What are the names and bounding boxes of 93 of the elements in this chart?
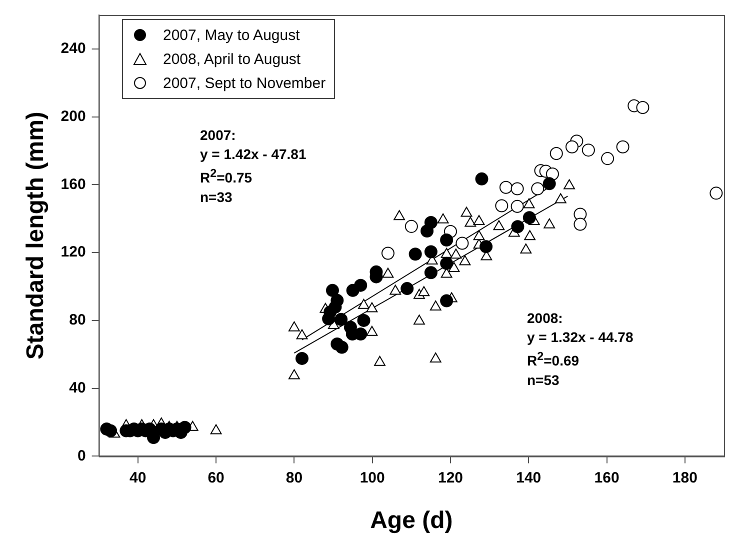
point — [450, 248, 462, 259]
x-tick-label: 100 — [360, 469, 385, 486]
point — [546, 168, 559, 180]
point — [523, 198, 535, 208]
point — [511, 220, 524, 234]
point — [448, 262, 460, 272]
point — [440, 256, 454, 270]
point — [382, 268, 394, 278]
point — [473, 215, 485, 226]
point — [566, 140, 579, 154]
point — [414, 314, 425, 325]
point — [210, 424, 222, 434]
point — [520, 244, 532, 254]
point — [510, 200, 524, 213]
point — [400, 282, 414, 296]
y-tick-label: 160 — [60, 176, 86, 193]
point — [324, 305, 337, 318]
point — [574, 218, 587, 231]
point — [542, 177, 556, 190]
point — [710, 186, 723, 200]
point — [440, 294, 454, 308]
point — [430, 352, 442, 362]
point — [550, 146, 563, 160]
x-axis-title: Age (d) — [370, 507, 453, 534]
point — [374, 356, 386, 366]
point — [493, 220, 505, 230]
point — [601, 152, 614, 166]
point — [522, 211, 536, 224]
point — [582, 144, 595, 157]
legend-label: 2008, April to August — [163, 50, 301, 68]
y-axis-title: Standard length (mm) — [22, 112, 50, 360]
x-tick-label: 40 — [130, 469, 146, 486]
y-tick-label: 200 — [60, 108, 86, 125]
point — [366, 302, 378, 312]
point — [357, 314, 370, 327]
point — [381, 246, 394, 260]
point — [334, 312, 348, 326]
x-tick-label: 80 — [286, 469, 303, 486]
point — [394, 210, 405, 220]
x-tick-label: 60 — [208, 469, 224, 486]
x-tick-label: 160 — [594, 469, 620, 486]
point — [524, 230, 536, 240]
y-tick-label: 240 — [60, 40, 86, 58]
x-tick-label: 140 — [516, 469, 542, 486]
y-tick-label: 120 — [60, 244, 86, 261]
point — [554, 193, 566, 204]
point — [636, 100, 650, 114]
point — [326, 284, 339, 297]
point — [544, 218, 556, 228]
point — [296, 352, 309, 365]
point — [475, 172, 488, 186]
point — [424, 245, 438, 258]
point — [390, 284, 402, 295]
point — [510, 182, 524, 196]
point — [366, 326, 378, 336]
point — [296, 329, 308, 340]
point — [440, 248, 452, 258]
y-tick-label: 80 — [69, 312, 86, 329]
legend-label: 2007, Sept to November — [163, 74, 326, 92]
point — [420, 224, 434, 238]
point — [178, 420, 192, 434]
point — [531, 182, 544, 196]
point — [440, 234, 454, 247]
point — [480, 240, 493, 254]
point — [495, 199, 508, 212]
y-tick-label: 40 — [69, 379, 86, 396]
point — [437, 213, 449, 224]
point — [430, 300, 442, 311]
point — [147, 431, 160, 444]
point — [464, 216, 476, 227]
point — [288, 369, 300, 380]
point — [288, 321, 300, 332]
legend-label: 2007, May to August — [163, 26, 300, 44]
point — [354, 278, 368, 292]
point — [104, 424, 118, 438]
point — [424, 266, 438, 280]
point — [358, 298, 370, 309]
point — [460, 206, 472, 217]
point — [564, 179, 575, 190]
point — [335, 340, 348, 354]
point — [499, 180, 512, 194]
x-tick-label: 180 — [672, 469, 698, 486]
point — [408, 248, 422, 261]
point — [459, 255, 471, 266]
point — [418, 286, 430, 296]
annotation: 2008: y = 1.32x - 44.78 R$^{2}$=0.69 n=53 — [527, 309, 634, 390]
x-tick-label: 120 — [438, 469, 463, 486]
point — [404, 220, 418, 233]
point — [473, 230, 485, 240]
y-tick-label: 0 — [77, 447, 86, 464]
point — [456, 236, 469, 250]
point — [616, 140, 630, 154]
annotation: 2007: y = 1.42x - 47.81 R$^{2}$=0.75 n=33 — [200, 126, 306, 207]
